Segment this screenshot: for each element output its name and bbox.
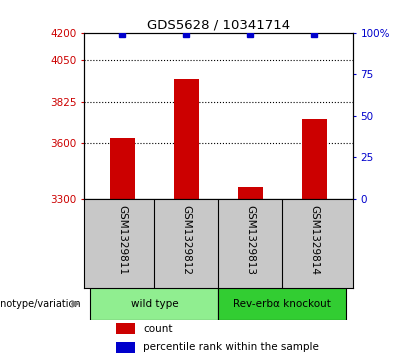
Text: Rev-erbα knockout: Rev-erbα knockout [234, 299, 331, 309]
Text: wild type: wild type [131, 299, 178, 309]
Text: GSM1329812: GSM1329812 [181, 205, 192, 275]
Bar [116, 342, 135, 353]
Bar [110, 138, 135, 199]
Text: GSM1329813: GSM1329813 [245, 205, 255, 275]
Bar [173, 79, 199, 199]
Text: percentile rank within the sample: percentile rank within the sample [143, 342, 319, 352]
Text: count: count [143, 324, 173, 334]
Bar [116, 323, 135, 334]
Bar [218, 287, 346, 320]
Text: genotype/variation: genotype/variation [0, 299, 81, 309]
Bar [90, 287, 218, 320]
Bar [302, 119, 327, 199]
Title: GDS5628 / 10341714: GDS5628 / 10341714 [147, 19, 290, 32]
Bar [238, 187, 263, 199]
Text: GSM1329814: GSM1329814 [310, 205, 319, 275]
Text: GSM1329811: GSM1329811 [118, 205, 127, 275]
